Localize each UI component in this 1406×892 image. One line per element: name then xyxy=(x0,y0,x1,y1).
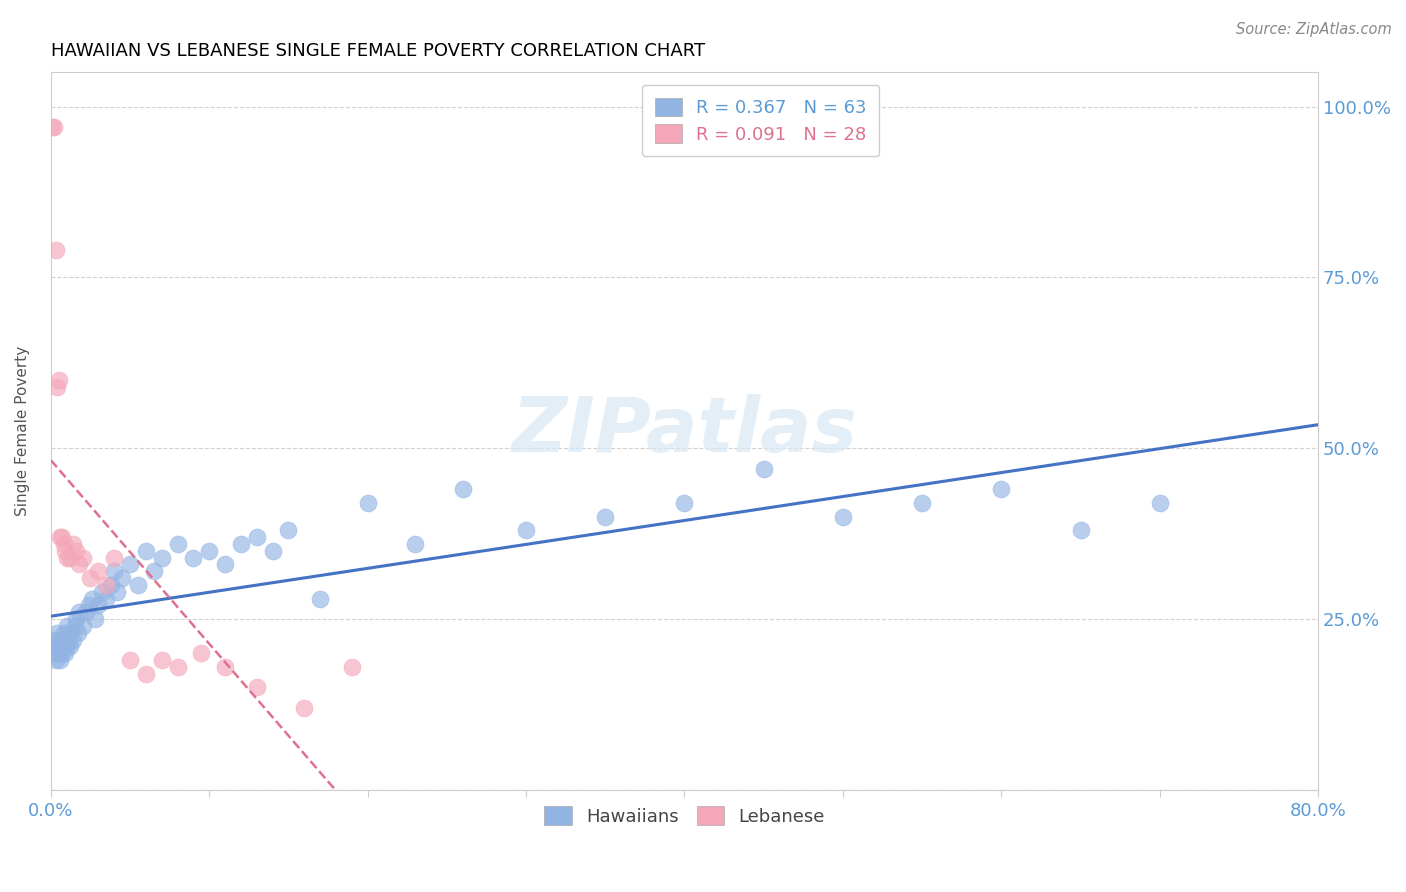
Point xyxy=(111,571,134,585)
Text: HAWAIIAN VS LEBANESE SINGLE FEMALE POVERTY CORRELATION CHART: HAWAIIAN VS LEBANESE SINGLE FEMALE POVER… xyxy=(51,42,704,60)
Point xyxy=(214,558,236,572)
Point xyxy=(190,646,212,660)
Point xyxy=(911,496,934,510)
Point xyxy=(90,584,112,599)
Point xyxy=(46,625,69,640)
Point xyxy=(46,640,69,654)
Point xyxy=(166,660,188,674)
Point xyxy=(135,666,157,681)
Point xyxy=(309,591,332,606)
Point xyxy=(246,681,269,695)
Point xyxy=(53,632,76,647)
Point xyxy=(340,660,363,674)
Legend: Hawaiians, Lebanese: Hawaiians, Lebanese xyxy=(536,797,834,835)
Point xyxy=(80,591,103,606)
Point xyxy=(42,120,65,134)
Point xyxy=(72,619,94,633)
Point xyxy=(673,496,696,510)
Point xyxy=(77,599,100,613)
Point xyxy=(66,625,89,640)
Point xyxy=(49,653,72,667)
Point xyxy=(52,537,75,551)
Text: ZIPatlas: ZIPatlas xyxy=(512,394,858,468)
Point xyxy=(55,640,77,654)
Point xyxy=(52,640,75,654)
Point xyxy=(67,558,90,572)
Point xyxy=(105,584,128,599)
Point xyxy=(96,591,118,606)
Point xyxy=(58,632,80,647)
Point xyxy=(229,537,252,551)
Point xyxy=(45,243,67,257)
Point xyxy=(51,530,73,544)
Point xyxy=(62,537,84,551)
Point xyxy=(404,537,426,551)
Point xyxy=(214,660,236,674)
Point xyxy=(103,564,125,578)
Point xyxy=(59,640,82,654)
Point xyxy=(84,612,107,626)
Point xyxy=(45,653,67,667)
Point xyxy=(48,632,70,647)
Text: Source: ZipAtlas.com: Source: ZipAtlas.com xyxy=(1236,22,1392,37)
Point xyxy=(41,646,63,660)
Point xyxy=(166,537,188,551)
Point xyxy=(1070,523,1092,537)
Point xyxy=(752,462,775,476)
Point xyxy=(96,578,118,592)
Point xyxy=(48,646,70,660)
Point xyxy=(49,640,72,654)
Point xyxy=(59,550,82,565)
Point xyxy=(65,543,87,558)
Point xyxy=(515,523,537,537)
Point xyxy=(62,632,84,647)
Point xyxy=(75,605,97,619)
Point xyxy=(150,550,173,565)
Point xyxy=(87,599,110,613)
Point xyxy=(356,496,378,510)
Point xyxy=(142,564,165,578)
Point xyxy=(451,482,474,496)
Point xyxy=(53,646,76,660)
Point xyxy=(277,523,299,537)
Point xyxy=(79,571,101,585)
Point xyxy=(41,120,63,134)
Point xyxy=(118,558,141,572)
Point xyxy=(60,625,83,640)
Point xyxy=(183,550,205,565)
Point xyxy=(1149,496,1171,510)
Y-axis label: Single Female Poverty: Single Female Poverty xyxy=(15,346,30,516)
Point xyxy=(55,550,77,565)
Point xyxy=(198,543,221,558)
Point xyxy=(63,619,86,633)
Point xyxy=(46,380,69,394)
Point xyxy=(52,625,75,640)
Point xyxy=(103,550,125,565)
Point xyxy=(42,632,65,647)
Point xyxy=(292,701,315,715)
Point xyxy=(65,612,87,626)
Point xyxy=(990,482,1012,496)
Point xyxy=(49,530,72,544)
Point xyxy=(262,543,284,558)
Point xyxy=(72,550,94,565)
Point xyxy=(87,564,110,578)
Point xyxy=(127,578,149,592)
Point xyxy=(53,543,76,558)
Point xyxy=(118,653,141,667)
Point xyxy=(51,646,73,660)
Point xyxy=(832,509,855,524)
Point xyxy=(55,619,77,633)
Point xyxy=(135,543,157,558)
Point xyxy=(48,373,70,387)
Point xyxy=(67,605,90,619)
Point xyxy=(100,578,122,592)
Point xyxy=(593,509,616,524)
Point xyxy=(150,653,173,667)
Point xyxy=(246,530,269,544)
Point xyxy=(51,632,73,647)
